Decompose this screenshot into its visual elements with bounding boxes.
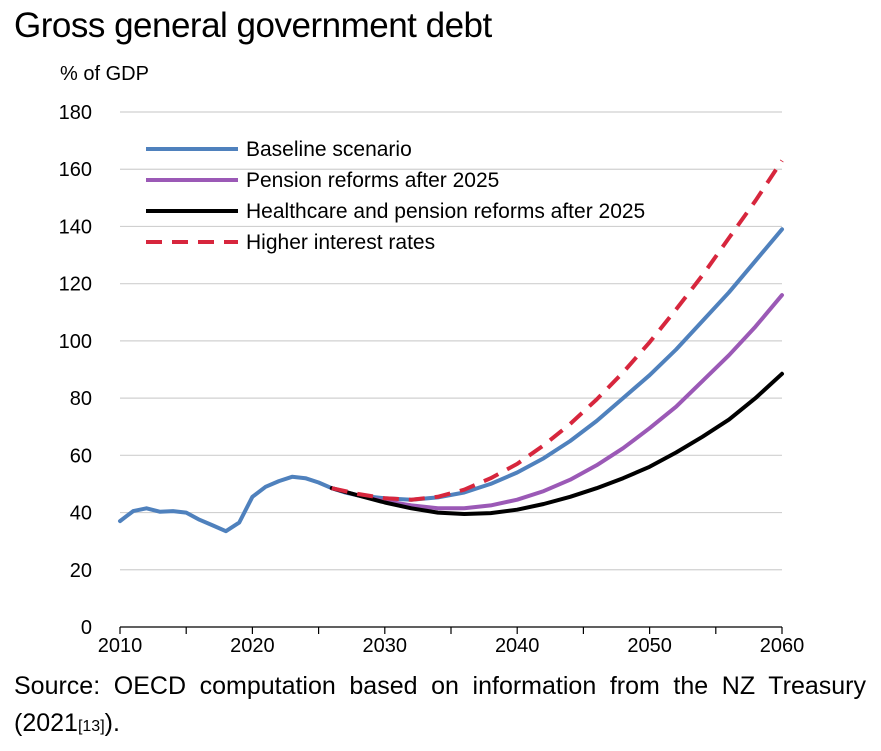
x-tick-label: 2040 [495, 635, 540, 657]
legend-label: Baseline scenario [246, 138, 412, 161]
legend-label: Higher interest rates [246, 231, 435, 254]
source-reference: [13] [77, 718, 105, 735]
x-tick-label: 2020 [230, 635, 275, 657]
y-axis-label: % of GDP [60, 63, 149, 85]
y-tick-label: 180 [59, 102, 92, 124]
series-line [329, 371, 784, 516]
y-tick-label: 80 [70, 388, 92, 410]
x-tick-label: 2060 [760, 635, 805, 657]
y-tick-labels: 0 20 40 60 80 100 120 140 160 180 [59, 102, 92, 639]
y-tick-label: 40 [70, 503, 92, 525]
series-line [118, 227, 784, 534]
x-axis: 2010 2020 2030 2040 2050 2060 [98, 626, 805, 657]
y-tick-label: 20 [70, 560, 92, 582]
legend-label: Pension reforms after 2025 [246, 169, 499, 192]
series-line [329, 293, 784, 511]
series-lines [118, 159, 784, 534]
source-end: ). [104, 709, 120, 737]
x-tick-label: 2050 [627, 635, 672, 657]
y-tick-label: 140 [59, 216, 92, 238]
y-tick-label: 160 [59, 159, 92, 181]
legend: Baseline scenario Pension reforms after 2… [146, 138, 645, 254]
source-text: Source: OECD computation based on inform… [14, 672, 866, 737]
y-tick-label: 100 [59, 331, 92, 353]
chart-title: Gross general government debt [14, 6, 492, 45]
y-tick-label: 0 [81, 617, 92, 639]
x-tick-label: 2030 [363, 635, 408, 657]
source-note: Source: OECD computation based on inform… [14, 668, 866, 745]
series-line [331, 159, 784, 502]
legend-label: Healthcare and pension reforms after 202… [246, 200, 645, 223]
x-tick-label: 2010 [98, 635, 143, 657]
y-tick-label: 60 [70, 445, 92, 467]
y-tick-label: 120 [59, 274, 92, 296]
